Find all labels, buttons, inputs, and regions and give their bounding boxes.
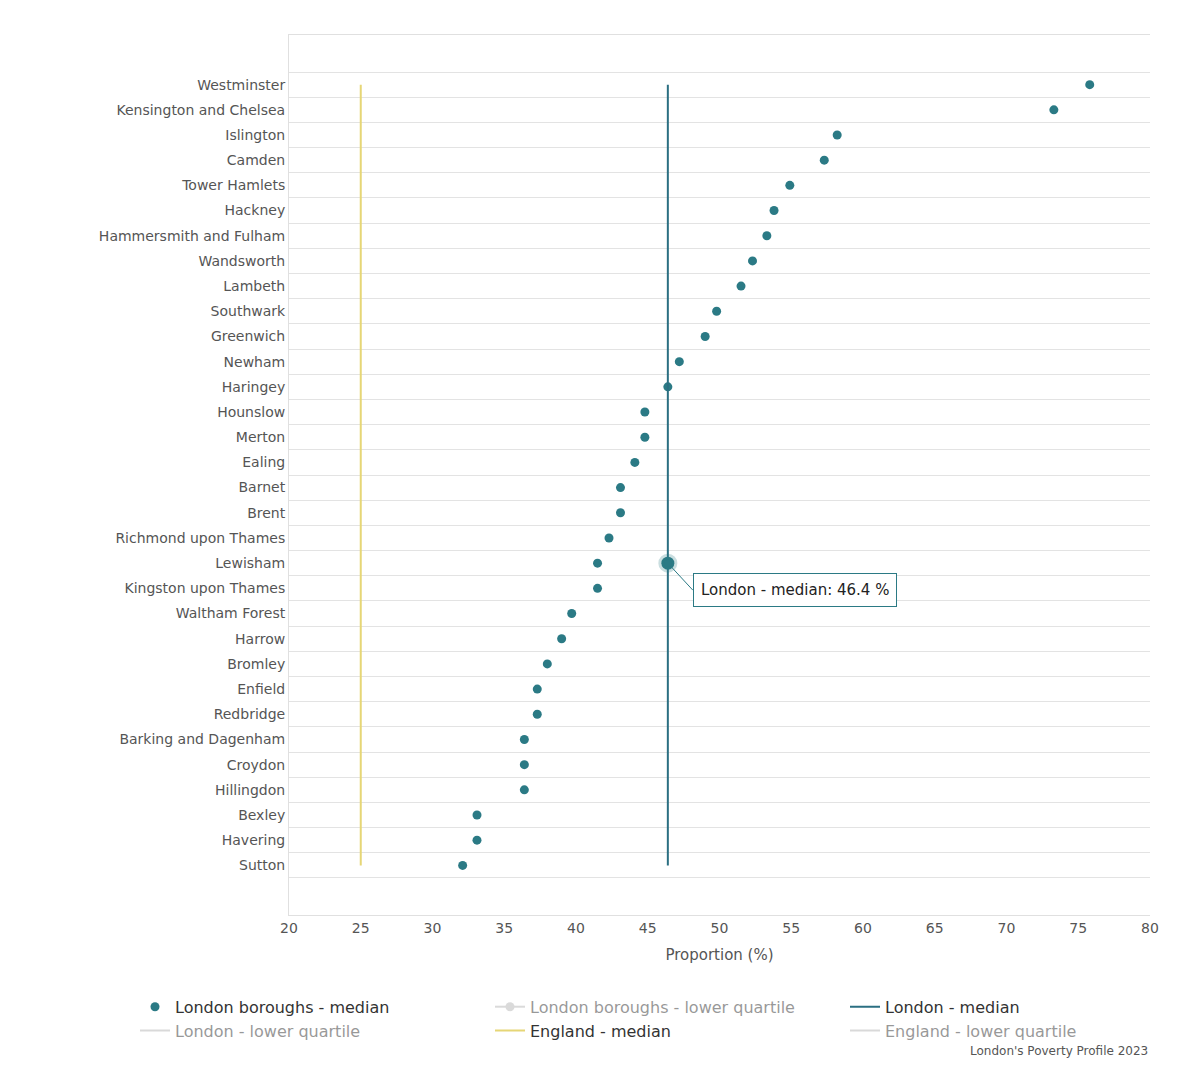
svg-text:65: 65 (926, 920, 944, 936)
svg-text:50: 50 (711, 920, 729, 936)
svg-text:80: 80 (1141, 920, 1159, 936)
svg-text:Wandsworth: Wandsworth (198, 253, 285, 269)
svg-text:Tower Hamlets: Tower Hamlets (181, 177, 285, 193)
svg-text:London - median: 46.4 %: London - median: 46.4 % (701, 581, 889, 599)
svg-text:55: 55 (782, 920, 800, 936)
svg-text:70: 70 (998, 920, 1016, 936)
svg-text:London boroughs - median: London boroughs - median (175, 998, 389, 1017)
svg-text:Richmond upon Thames: Richmond upon Thames (115, 530, 285, 546)
svg-text:Redbridge: Redbridge (214, 706, 286, 722)
svg-text:Hackney: Hackney (225, 202, 286, 218)
svg-text:20: 20 (280, 920, 298, 936)
svg-text:40: 40 (567, 920, 585, 936)
svg-text:Camden: Camden (227, 152, 285, 168)
svg-text:Proportion (%): Proportion (%) (665, 946, 773, 964)
svg-text:Westminster: Westminster (197, 77, 285, 93)
svg-text:Hammersmith and Fulham: Hammersmith and Fulham (99, 228, 285, 244)
svg-text:London - lower quartile: London - lower quartile (175, 1022, 360, 1041)
svg-text:Southwark: Southwark (211, 303, 286, 319)
svg-text:Bexley: Bexley (238, 807, 285, 823)
svg-text:Harrow: Harrow (235, 631, 285, 647)
svg-text:Greenwich: Greenwich (211, 328, 285, 344)
svg-text:England - median: England - median (530, 1022, 671, 1041)
svg-text:Hillingdon: Hillingdon (215, 782, 285, 798)
svg-text:Barking and Dagenham: Barking and Dagenham (119, 731, 285, 747)
svg-text:30: 30 (424, 920, 442, 936)
svg-text:Ealing: Ealing (242, 454, 285, 470)
svg-text:Islington: Islington (225, 127, 285, 143)
svg-text:60: 60 (854, 920, 872, 936)
svg-text:Merton: Merton (236, 429, 285, 445)
svg-text:Sutton: Sutton (239, 857, 285, 873)
svg-text:Brent: Brent (247, 505, 286, 521)
svg-text:London's Poverty Profile 2023: London's Poverty Profile 2023 (970, 1044, 1148, 1058)
svg-text:25: 25 (352, 920, 370, 936)
svg-text:Kensington and Chelsea: Kensington and Chelsea (116, 102, 285, 118)
svg-text:45: 45 (639, 920, 657, 936)
svg-text:Lewisham: Lewisham (215, 555, 285, 571)
svg-text:London boroughs - lower quarti: London boroughs - lower quartile (530, 998, 795, 1017)
svg-text:London - median: London - median (885, 998, 1020, 1017)
svg-text:35: 35 (495, 920, 513, 936)
svg-text:Enfield: Enfield (237, 681, 285, 697)
svg-text:Kingston upon Thames: Kingston upon Thames (124, 580, 285, 596)
svg-text:Lambeth: Lambeth (223, 278, 285, 294)
svg-text:Hounslow: Hounslow (217, 404, 285, 420)
svg-text:75: 75 (1069, 920, 1087, 936)
svg-text:Haringey: Haringey (222, 379, 285, 395)
svg-text:England - lower quartile: England - lower quartile (885, 1022, 1076, 1041)
svg-text:Bromley: Bromley (227, 656, 285, 672)
svg-text:Havering: Havering (222, 832, 285, 848)
svg-text:Barnet: Barnet (239, 479, 286, 495)
svg-text:Waltham Forest: Waltham Forest (176, 605, 286, 621)
svg-text:Newham: Newham (224, 354, 286, 370)
svg-text:Croydon: Croydon (227, 757, 285, 773)
